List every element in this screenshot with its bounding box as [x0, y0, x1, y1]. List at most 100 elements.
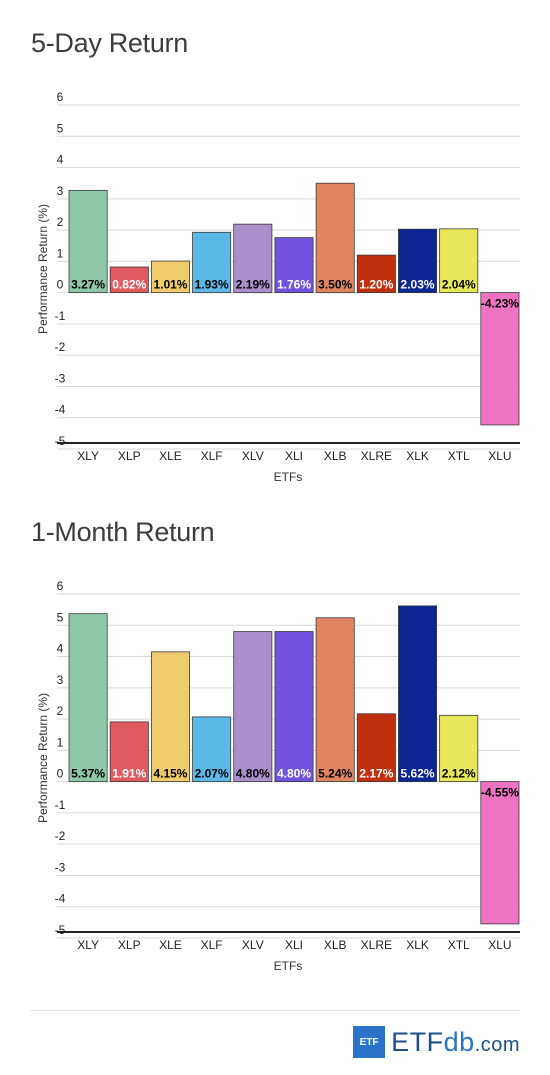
x-tick-label: XLRE [361, 938, 392, 952]
bar-value-label: 2.12% [442, 767, 476, 781]
chart-5-day: 5-Day Return 6 5 4 3 2 1 0 -1 -2 -3 -4 -5 3.27% XLY 0.… [0, 0, 550, 500]
footer-divider [30, 1010, 520, 1011]
x-tick-label: XLP [118, 449, 141, 463]
x-tick-label: XTL [448, 938, 470, 952]
y-axis-title: Performance Return (%) [36, 693, 50, 823]
bar [315, 182, 355, 294]
bar [192, 231, 232, 294]
chart-1-month: 1-Month Return 6 5 4 3 2 1 0 -1 -2 -3 -4 -5 5.37% XLY… [0, 500, 550, 990]
logo-wordmark: ETFdb.com [391, 1027, 520, 1058]
x-tick-label: XLV [242, 938, 264, 952]
bar [233, 631, 273, 783]
x-tick-label: XLK [406, 449, 429, 463]
x-tick-label: XLE [159, 938, 182, 952]
y-tick-label: -4 [55, 403, 66, 417]
bar-value-label: -4.55% [481, 786, 519, 800]
x-axis-title: ETFs [274, 959, 303, 973]
y-tick-label: 0 [57, 278, 64, 292]
x-axis-title: ETFs [274, 470, 303, 484]
chart-1-month-svg: 6 5 4 3 2 1 0 -1 -2 -3 -4 -5 5.37% XLY 1.91% XLP 4.15% XL… [36, 579, 520, 973]
bar-value-label: 1.01% [153, 278, 187, 292]
bar-value-label: 4.15% [153, 767, 187, 781]
bar [274, 631, 314, 783]
etfdb-logo[interactable]: ETF ETFdb.com [353, 1026, 520, 1058]
y-tick-label: 4 [57, 642, 64, 656]
y-tick-label: 5 [57, 121, 64, 135]
y-tick-label: -2 [55, 829, 66, 843]
bar-value-label: 0.82% [112, 278, 146, 292]
bar-value-label: 1.91% [112, 767, 146, 781]
bar [150, 260, 190, 294]
y-tick-label: -3 [55, 860, 66, 874]
bar [109, 721, 149, 783]
y-tick-label: 1 [57, 735, 64, 749]
bar [233, 223, 273, 294]
bar-value-label: 1.20% [359, 278, 393, 292]
y-tick-label: 5 [57, 610, 64, 624]
x-tick-label: XLU [488, 449, 511, 463]
bar [150, 651, 190, 783]
logo-db: db [443, 1026, 475, 1057]
x-tick-label: XLRE [361, 449, 392, 463]
x-tick-label: XLE [159, 449, 182, 463]
y-tick-label: -2 [55, 340, 66, 354]
y-tick-label: 6 [57, 579, 64, 593]
bar [315, 617, 355, 783]
bar [109, 266, 149, 294]
bar-value-label: 5.62% [401, 767, 435, 781]
y-tick-label: -5 [55, 434, 66, 448]
bar [398, 228, 438, 294]
x-tick-label: XLP [118, 938, 141, 952]
x-tick-label: XLY [77, 938, 99, 952]
x-tick-label: XLF [201, 938, 223, 952]
bar [398, 605, 438, 783]
bar-value-label: 2.03% [401, 278, 435, 292]
x-tick-label: XLI [285, 449, 303, 463]
bar-value-label: 1.93% [195, 278, 229, 292]
bar [68, 189, 108, 294]
bar-value-label: 4.80% [236, 767, 270, 781]
bar [68, 613, 108, 783]
bar [480, 781, 520, 925]
bar-value-label: 2.04% [442, 278, 476, 292]
bar-value-label: 2.19% [236, 278, 270, 292]
x-tick-label: XLI [285, 938, 303, 952]
y-tick-label: 4 [57, 153, 64, 167]
bar [439, 714, 479, 783]
bar [192, 716, 232, 783]
chart-title: 5-Day Return [31, 28, 188, 58]
x-tick-label: XLV [242, 449, 264, 463]
y-tick-label: 3 [57, 184, 64, 198]
bar-value-label: 2.07% [195, 767, 229, 781]
x-tick-label: XLB [324, 449, 347, 463]
y-tick-label: -4 [55, 892, 66, 906]
x-tick-label: XLU [488, 938, 511, 952]
y-tick-label: -5 [55, 923, 66, 937]
x-tick-label: XLB [324, 938, 347, 952]
logo-com: .com [474, 1033, 520, 1056]
y-tick-label: 3 [57, 673, 64, 687]
y-tick-label: -3 [55, 371, 66, 385]
y-tick-label: 0 [57, 767, 64, 781]
bar-value-label: 5.24% [318, 767, 352, 781]
y-tick-label: 1 [57, 246, 64, 260]
x-tick-label: XLF [201, 449, 223, 463]
y-tick-label: -1 [55, 309, 66, 323]
x-tick-label: XLK [406, 938, 429, 952]
bar-value-label: 5.37% [71, 767, 105, 781]
bar-value-label: 2.17% [359, 767, 393, 781]
x-tick-label: XTL [448, 449, 470, 463]
bar [274, 237, 314, 294]
x-tick-label: XLY [77, 449, 99, 463]
bar-value-label: 4.80% [277, 767, 311, 781]
bar-value-label: -4.23% [481, 297, 519, 311]
bar-value-label: 3.27% [71, 278, 105, 292]
y-axis-title: Performance Return (%) [36, 204, 50, 334]
logo-etf: ETF [391, 1026, 444, 1057]
bar [439, 228, 479, 294]
bar [356, 254, 396, 294]
chart-5-day-svg: 6 5 4 3 2 1 0 -1 -2 -3 -4 -5 3.27% XLY 0.82% XLP 1.01% XL… [36, 90, 520, 484]
y-tick-label: 2 [57, 215, 64, 229]
bar [356, 713, 396, 783]
y-tick-label: 6 [57, 90, 64, 104]
